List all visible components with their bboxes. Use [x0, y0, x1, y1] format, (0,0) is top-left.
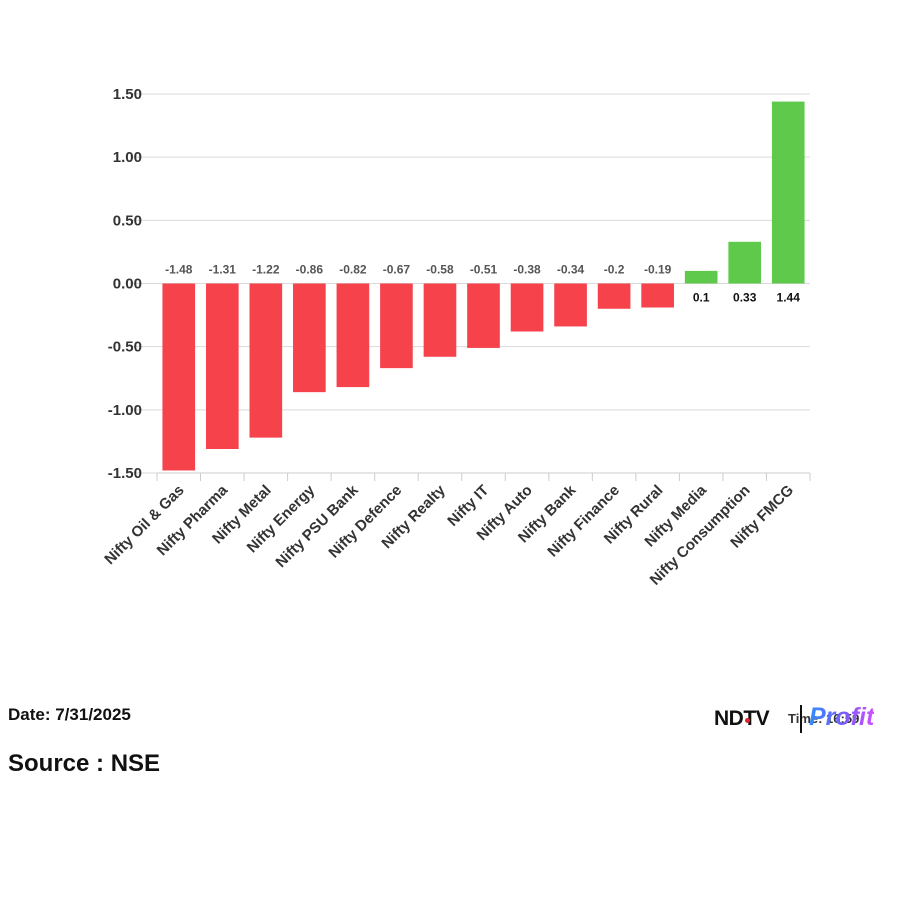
bar — [293, 283, 326, 393]
data-label: -0.38 — [513, 263, 541, 277]
bar — [684, 270, 718, 284]
data-label: -0.58 — [426, 263, 454, 277]
y-axis-ticks: 1.50 1.00 0.50 0.00 -0.50 -1.00 -1.50 — [108, 86, 142, 482]
data-label: -0.34 — [557, 263, 585, 277]
logo-time-text: Time: 16:59 — [788, 711, 859, 726]
data-label: -0.67 — [383, 263, 411, 277]
y-tick-label: 1.00 — [113, 149, 142, 166]
data-label: -0.51 — [470, 263, 498, 277]
logo-divider — [800, 705, 802, 733]
ndtv-profit-logo: NDTV Time: 16:59 Profit — [714, 703, 894, 735]
bar — [641, 283, 674, 308]
bar — [771, 101, 805, 284]
data-label: -0.19 — [644, 263, 672, 277]
bar — [423, 283, 457, 357]
bar-chart: 1.501.000.500.00-0.50-1.00-1.50 -1.48 -1.… — [101, 86, 811, 589]
data-label: -1.48 — [165, 263, 193, 277]
logo-dot-icon — [745, 718, 750, 723]
bar — [249, 283, 283, 438]
y-tick-label: -0.50 — [108, 339, 142, 356]
data-label: -0.2 — [604, 263, 625, 277]
y-tick-label: 0.50 — [113, 212, 142, 229]
bar — [554, 283, 587, 327]
bar — [597, 283, 631, 309]
data-labels: -1.48 -1.31 -1.22 -0.86 -0.82 -0.67 -0.58 -0.51… — [165, 263, 800, 305]
logo-ndtv-text: NDTV — [714, 707, 770, 730]
data-label: 0.33 — [733, 291, 757, 305]
source-label: Source : NSE — [8, 750, 161, 777]
data-label: -0.82 — [339, 263, 367, 277]
bar — [728, 241, 762, 284]
bar — [336, 283, 370, 388]
y-tick-label: -1.50 — [108, 465, 142, 482]
data-label: 1.44 — [777, 291, 801, 305]
data-label: -1.31 — [209, 263, 237, 277]
date-label: Date: 7/31/2025 — [8, 705, 131, 724]
y-tick-label: -1.00 — [108, 402, 142, 419]
bar — [510, 283, 544, 332]
data-label: -1.22 — [252, 263, 280, 277]
data-label: 0.1 — [693, 291, 710, 305]
bars — [162, 101, 805, 471]
bar — [380, 283, 413, 369]
y-tick-label: 0.00 — [113, 276, 142, 293]
bar — [205, 283, 239, 449]
data-label: -0.86 — [296, 263, 324, 277]
y-tick-label: 1.50 — [113, 86, 142, 103]
bar — [467, 283, 500, 348]
logo-profit-text: Profit — [809, 703, 875, 731]
bar — [162, 283, 196, 471]
